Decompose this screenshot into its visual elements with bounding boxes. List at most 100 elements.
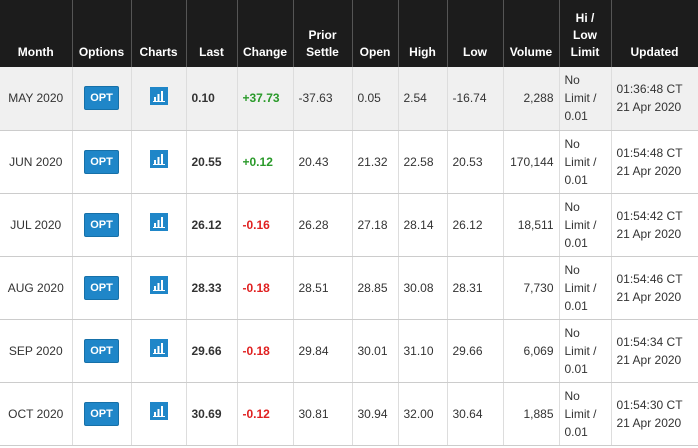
opt-button[interactable]: OPT bbox=[84, 86, 119, 111]
column-header[interactable]: Last bbox=[186, 0, 238, 67]
table-row: OCT 2020 OPT 30.69 -0.12 30.81 30.94 32.00 30.6… bbox=[0, 382, 698, 446]
month-cell: MAY 2020 bbox=[0, 67, 73, 131]
opt-button[interactable]: OPT bbox=[84, 338, 119, 363]
chart-icon bbox=[149, 339, 168, 357]
high-cell: 31.10 bbox=[398, 319, 448, 383]
low-cell: -16.74 bbox=[447, 67, 504, 131]
table-row: JUN 2020 OPT 20.55 +0.12 20.43 21.32 22.58 20.5… bbox=[0, 130, 698, 194]
prior-settle-cell: 30.81 bbox=[293, 382, 353, 446]
open-cell: 30.01 bbox=[352, 319, 399, 383]
updated-cell: 01:54:34 CT 21 Apr 2020 bbox=[611, 319, 698, 383]
updated-cell: 01:54:46 CT 21 Apr 2020 bbox=[611, 256, 698, 320]
updated-cell: 01:36:48 CT 21 Apr 2020 bbox=[611, 67, 698, 131]
options-cell: OPT bbox=[72, 67, 132, 131]
volume-cell: 6,069 bbox=[503, 319, 560, 383]
open-cell: 0.05 bbox=[352, 67, 399, 131]
column-header[interactable]: Month bbox=[0, 0, 73, 67]
low-cell: 20.53 bbox=[447, 130, 504, 194]
charts-cell[interactable] bbox=[131, 319, 187, 383]
volume-cell: 18,511 bbox=[503, 193, 560, 257]
change-cell: +0.12 bbox=[237, 130, 294, 194]
column-header[interactable]: Open bbox=[352, 0, 399, 67]
limit-cell: No Limit / 0.01 bbox=[559, 130, 612, 194]
options-cell: OPT bbox=[72, 319, 132, 383]
chart-icon bbox=[149, 150, 168, 168]
opt-button[interactable]: OPT bbox=[84, 275, 119, 300]
prior-settle-cell: 20.43 bbox=[293, 130, 353, 194]
change-cell: -0.18 bbox=[237, 256, 294, 320]
open-cell: 21.32 bbox=[352, 130, 399, 194]
options-cell: OPT bbox=[72, 130, 132, 194]
month-cell: JUN 2020 bbox=[0, 130, 73, 194]
table-row: SEP 2020 OPT 29.66 -0.18 29.84 30.01 31.10 29.6… bbox=[0, 319, 698, 383]
prior-settle-cell: 29.84 bbox=[293, 319, 353, 383]
limit-cell: No Limit / 0.01 bbox=[559, 67, 612, 131]
column-header[interactable]: Change bbox=[237, 0, 294, 67]
prior-settle-cell: -37.63 bbox=[293, 67, 353, 131]
opt-button[interactable]: OPT bbox=[84, 149, 119, 174]
month-cell: JUL 2020 bbox=[0, 193, 73, 257]
chart-icon bbox=[149, 276, 168, 294]
change-cell: -0.18 bbox=[237, 319, 294, 383]
high-cell: 28.14 bbox=[398, 193, 448, 257]
column-header[interactable]: Low bbox=[447, 0, 504, 67]
low-cell: 28.31 bbox=[447, 256, 504, 320]
column-header[interactable]: Hi / Low Limit bbox=[559, 0, 612, 67]
month-cell: SEP 2020 bbox=[0, 319, 73, 383]
opt-button[interactable]: OPT bbox=[84, 401, 119, 426]
limit-cell: No Limit / 0.01 bbox=[559, 319, 612, 383]
high-cell: 30.08 bbox=[398, 256, 448, 320]
options-cell: OPT bbox=[72, 193, 132, 257]
chart-icon bbox=[149, 86, 168, 105]
high-cell: 2.54 bbox=[398, 67, 448, 131]
change-cell: -0.16 bbox=[237, 193, 294, 257]
last-cell: 0.10 bbox=[186, 67, 238, 131]
charts-cell[interactable] bbox=[131, 256, 187, 320]
options-cell: OPT bbox=[72, 382, 132, 446]
limit-cell: No Limit / 0.01 bbox=[559, 256, 612, 320]
low-cell: 26.12 bbox=[447, 193, 504, 257]
table-row: MAY 2020 OPT 0.10 +37.73 -37.63 0.05 2.54 -16.7… bbox=[0, 67, 698, 131]
change-cell: -0.12 bbox=[237, 382, 294, 446]
last-cell: 29.66 bbox=[186, 319, 238, 383]
volume-cell: 1,885 bbox=[503, 382, 560, 446]
high-cell: 32.00 bbox=[398, 382, 448, 446]
opt-button[interactable]: OPT bbox=[84, 212, 119, 237]
column-header[interactable]: Prior Settle bbox=[293, 0, 353, 67]
last-cell: 20.55 bbox=[186, 130, 238, 194]
low-cell: 30.64 bbox=[447, 382, 504, 446]
updated-cell: 01:54:42 CT 21 Apr 2020 bbox=[611, 193, 698, 257]
volume-cell: 7,730 bbox=[503, 256, 560, 320]
chart-icon bbox=[149, 213, 168, 231]
updated-cell: 01:54:30 CT 21 Apr 2020 bbox=[611, 382, 698, 446]
open-cell: 28.85 bbox=[352, 256, 399, 320]
low-cell: 29.66 bbox=[447, 319, 504, 383]
limit-cell: No Limit / 0.01 bbox=[559, 193, 612, 257]
charts-cell[interactable] bbox=[131, 193, 187, 257]
high-cell: 22.58 bbox=[398, 130, 448, 194]
table-row: AUG 2020 OPT 28.33 -0.18 28.51 28.85 30.08 28.3… bbox=[0, 256, 698, 320]
last-cell: 30.69 bbox=[186, 382, 238, 446]
prior-settle-cell: 28.51 bbox=[293, 256, 353, 320]
month-cell: AUG 2020 bbox=[0, 256, 73, 320]
table-header: Month Options Charts Last Change Prior Settle… bbox=[0, 0, 698, 67]
charts-cell[interactable] bbox=[131, 67, 187, 131]
volume-cell: 170,144 bbox=[503, 130, 560, 194]
column-header[interactable]: Charts bbox=[131, 0, 187, 67]
open-cell: 27.18 bbox=[352, 193, 399, 257]
open-cell: 30.94 bbox=[352, 382, 399, 446]
charts-cell[interactable] bbox=[131, 130, 187, 194]
column-header[interactable]: High bbox=[398, 0, 448, 67]
column-header[interactable]: Updated bbox=[611, 0, 698, 67]
column-header[interactable]: Volume bbox=[503, 0, 560, 67]
column-header[interactable]: Options bbox=[72, 0, 132, 67]
table-body: MAY 2020 OPT 0.10 +37.73 -37.63 0.05 2.54 -16.7… bbox=[0, 67, 698, 446]
month-cell: OCT 2020 bbox=[0, 382, 73, 446]
limit-cell: No Limit / 0.01 bbox=[559, 382, 612, 446]
charts-cell[interactable] bbox=[131, 382, 187, 446]
last-cell: 26.12 bbox=[186, 193, 238, 257]
volume-cell: 2,288 bbox=[503, 67, 560, 131]
chart-icon bbox=[149, 402, 168, 420]
table-row: JUL 2020 OPT 26.12 -0.16 26.28 27.18 28.14 26.1… bbox=[0, 193, 698, 257]
